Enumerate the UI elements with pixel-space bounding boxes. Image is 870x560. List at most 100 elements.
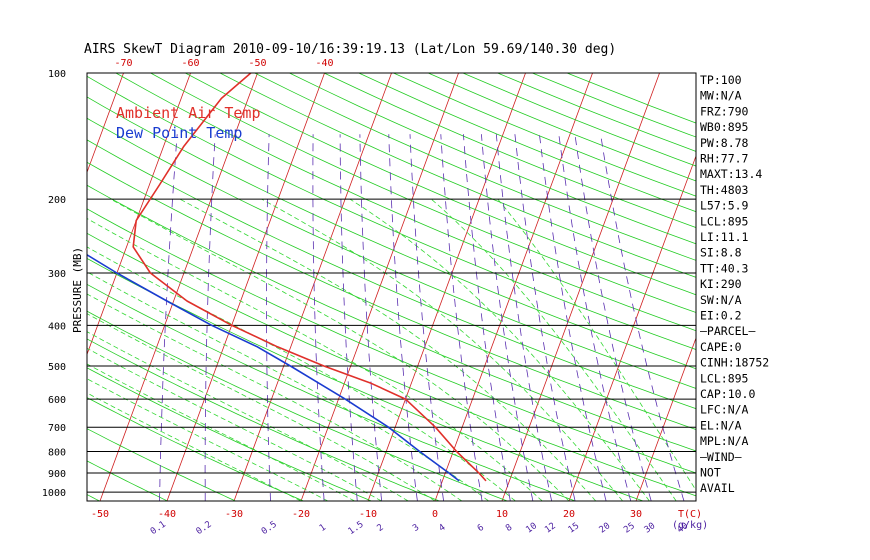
temperature-profile-line — [132, 73, 487, 482]
stat-entry: TH:4803 — [700, 183, 749, 197]
legend-dewpoint: Dew Point Temp — [116, 124, 242, 142]
stat-entry: CINH:18752 — [700, 356, 769, 370]
isobars — [87, 198, 696, 493]
dry-adiabat-line — [150, 73, 696, 313]
stat-entry: SW:N/A — [700, 293, 742, 307]
mixing-ratio-line — [514, 134, 576, 501]
mixing-ratio-tick-label: 4 — [437, 523, 447, 534]
stat-entry: AVAIL — [700, 481, 735, 495]
temp-unit-label: T(C) — [678, 509, 702, 520]
stat-entry: TP:100 — [700, 73, 742, 87]
pressure-tick-label: 500 — [48, 362, 66, 373]
stat-entry: MPL:N/A — [700, 434, 749, 448]
isotherm-line — [233, 73, 392, 501]
dry-adiabat-line — [87, 75, 696, 350]
bottom-temp-tick-label: 30 — [630, 509, 642, 520]
legend-ambient: Ambient Air Temp — [116, 104, 261, 122]
isotherm-line — [837, 73, 870, 501]
moist-adiabat-line — [261, 198, 623, 501]
moist-adiabat-line — [179, 198, 597, 501]
stat-entry: TT:40.3 — [700, 261, 749, 275]
isotherm-line — [367, 73, 526, 501]
dry-adiabat-line — [87, 257, 644, 501]
dry-adiabat-line — [87, 494, 100, 501]
isotherm-line — [635, 336, 696, 501]
mixing-ratio-line — [440, 134, 483, 501]
mixing-ratio-line — [312, 134, 325, 501]
moist-adiabat-line — [110, 198, 570, 501]
dry-adiabat-line — [219, 73, 696, 278]
dry-adiabat-line — [87, 428, 236, 501]
isotherm-line — [568, 154, 696, 501]
mixing-ratio-line — [600, 134, 685, 501]
isotherm-line — [770, 73, 870, 501]
stat-entry: RH:77.7 — [700, 152, 749, 166]
pressure-tick-label: 800 — [48, 448, 66, 459]
bottom-temp-tick-label: 0 — [432, 509, 438, 520]
bottom-temp-tick-label: -30 — [225, 509, 243, 520]
dry-adiabat-line — [87, 367, 372, 501]
chart-title: AIRS SkewT Diagram 2010-09-10/16:39:19.1… — [84, 42, 616, 57]
y-axis-label: PRESSURE (MB) — [71, 247, 84, 333]
dry-adiabat-line — [87, 208, 696, 474]
pressure-tick-label: 100 — [48, 69, 66, 80]
mixing-ratio-tick-label: 0.2 — [195, 520, 214, 538]
mixing-ratio-tick-label: 30 — [643, 521, 658, 535]
isotherm-line — [87, 73, 124, 174]
moist-adiabat-line — [87, 378, 328, 501]
dry-adiabat-line — [254, 73, 696, 261]
dry-adiabat-line — [87, 310, 508, 501]
stat-entry: MW:N/A — [700, 89, 742, 103]
isotherm-line — [99, 73, 258, 501]
stat-entry: LCL:895 — [700, 214, 748, 228]
pressure-tick-label: 300 — [48, 269, 66, 280]
stat-entry: FRZ:790 — [700, 104, 749, 118]
mixing-ratio-tick-label: 12 — [543, 521, 558, 535]
mixing-ratio-tick-label: 2 — [375, 523, 385, 534]
moist-adiabat-line — [87, 392, 302, 501]
mixing-ratio-unit-label: (g/kg) — [672, 520, 708, 531]
mixing-ratio-tick-label: 1.5 — [347, 520, 366, 538]
stat-entry: L57:5.9 — [700, 199, 749, 213]
moist-adiabat-line — [349, 198, 650, 501]
mixing-ratio-line — [159, 134, 178, 501]
bottom-temp-tick-label: -10 — [359, 509, 377, 520]
stat-entry: MAXT:13.4 — [700, 167, 762, 181]
isotherm-line — [300, 73, 459, 501]
stat-entry: —PARCEL— — [700, 324, 755, 338]
dry-adiabat-line — [87, 397, 304, 501]
top-temp-tick-label: -70 — [115, 58, 133, 69]
moist-adiabat-line — [87, 331, 409, 501]
isotherm-line — [87, 73, 191, 356]
stat-entry: EI:0.2 — [700, 309, 742, 323]
pressure-tick-label: 700 — [48, 423, 66, 434]
dewpoint-profile-line — [87, 253, 460, 482]
dry-adiabat-line — [87, 139, 696, 410]
mixing-ratio-tick-label: 0.1 — [149, 520, 168, 538]
dry-adiabat-line — [87, 232, 696, 497]
pressure-tick-label: 900 — [48, 469, 66, 480]
plot-frame — [86, 72, 697, 502]
stat-entry: EL:N/A — [700, 418, 742, 432]
bottom-temp-tick-label: -40 — [158, 509, 176, 520]
bottom-temp-tick-label: 10 — [496, 509, 508, 520]
dry-adiabat-line — [87, 161, 696, 430]
top-temp-tick-label: -40 — [316, 58, 334, 69]
mixing-ratio-tick-label: 8 — [504, 523, 514, 534]
moist-adiabat-line — [497, 198, 696, 491]
dry-adiabat-line — [87, 460, 168, 501]
bottom-temp-tick-label: 20 — [563, 509, 575, 520]
mixing-ratio-tick-label: 1 — [318, 523, 328, 534]
stat-entry: SI:8.8 — [700, 246, 742, 260]
mixing-ratio-tick-label: 6 — [476, 523, 486, 534]
dry-adiabat-line — [87, 96, 696, 370]
mixing-ratio-line — [204, 134, 216, 501]
bottom-temp-tick-label: -50 — [91, 509, 109, 520]
stat-entry: WB0:895 — [700, 120, 748, 134]
moist-adiabat-line — [87, 246, 516, 501]
mixing-ratio-line — [574, 134, 652, 501]
dry-adiabat-line — [462, 73, 696, 167]
dry-adiabat-line — [87, 283, 576, 501]
